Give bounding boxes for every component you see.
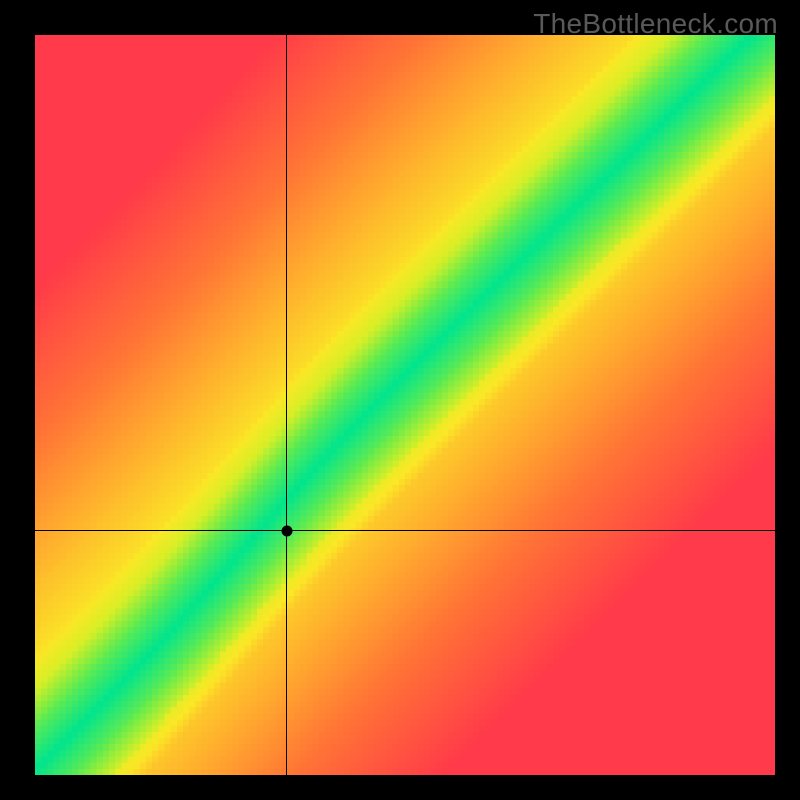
watermark-text: TheBottleneck.com — [533, 8, 778, 40]
heatmap-plot — [35, 35, 775, 775]
crosshair-horizontal — [35, 530, 775, 531]
chart-container: TheBottleneck.com — [0, 0, 800, 800]
marker-dot — [281, 525, 292, 536]
crosshair-vertical — [286, 35, 287, 775]
heatmap-canvas — [35, 35, 775, 775]
